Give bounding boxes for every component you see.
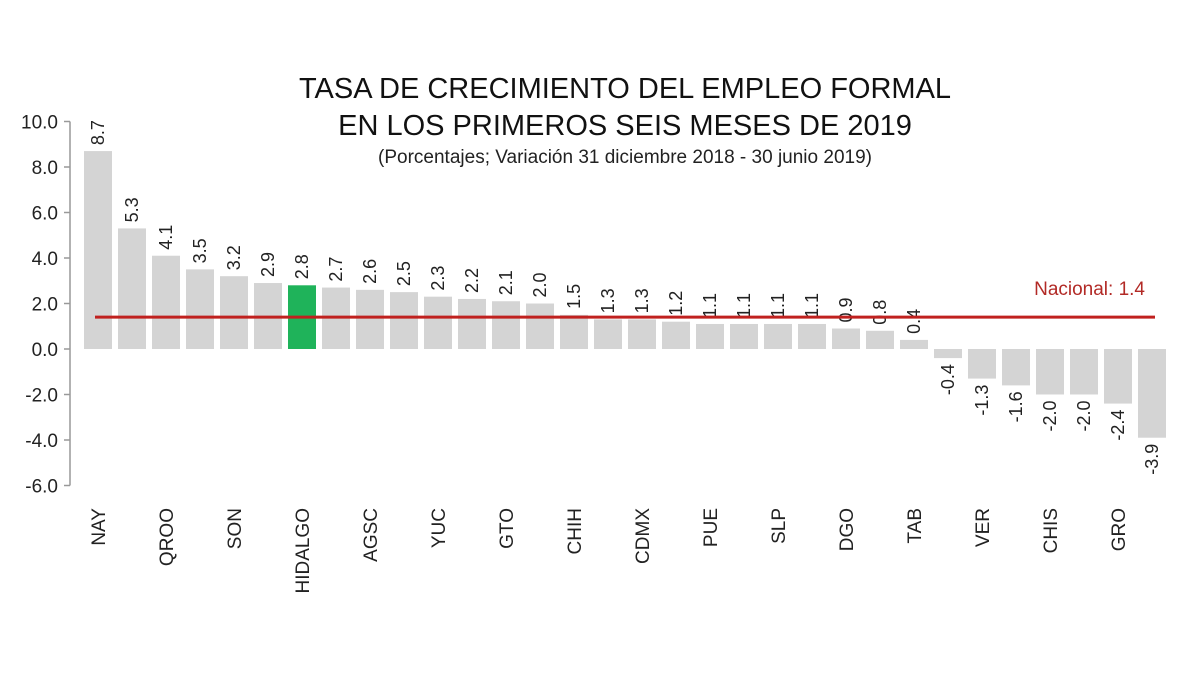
value-label: -2.4 bbox=[1108, 410, 1128, 441]
value-label: 0.4 bbox=[904, 309, 924, 334]
value-label: -2.0 bbox=[1040, 401, 1060, 432]
bar bbox=[730, 323, 758, 349]
value-label: 2.5 bbox=[394, 261, 414, 286]
bar bbox=[1036, 349, 1064, 395]
national-reference-label: Nacional: 1.4 bbox=[1034, 279, 1145, 300]
value-labels: 8.7 5.3 4.1 3.5 3.2 2.9 2.8 2.7 2.6 2.5 2.3 2.2 2.1 2… bbox=[88, 120, 1162, 475]
value-label: 2.0 bbox=[530, 272, 550, 297]
bar bbox=[526, 303, 554, 349]
y-tick-label: 0.0 bbox=[32, 340, 58, 361]
bar bbox=[594, 319, 622, 349]
y-tick-label: -4.0 bbox=[25, 431, 58, 452]
y-tick-label: 4.0 bbox=[32, 249, 58, 270]
bar bbox=[696, 323, 724, 349]
bar bbox=[798, 323, 826, 349]
category-label: GRO bbox=[1109, 508, 1130, 551]
value-label: 5.3 bbox=[122, 197, 142, 222]
category-label: AGSC bbox=[361, 508, 382, 562]
bar bbox=[934, 349, 962, 359]
category-label: HIDALGO bbox=[293, 508, 314, 594]
value-label: 2.2 bbox=[462, 268, 482, 293]
bar bbox=[662, 321, 690, 349]
y-tick-label: 8.0 bbox=[32, 158, 58, 179]
bar bbox=[1138, 349, 1166, 438]
bar bbox=[424, 296, 452, 349]
value-label: -3.9 bbox=[1142, 444, 1162, 475]
value-label: -1.6 bbox=[1006, 391, 1026, 422]
bar bbox=[1070, 349, 1098, 395]
value-label: 2.6 bbox=[360, 259, 380, 284]
category-label: SON bbox=[225, 508, 246, 549]
category-label: YUC bbox=[429, 508, 450, 548]
bar bbox=[186, 269, 214, 349]
value-label: -0.4 bbox=[938, 364, 958, 395]
category-label: GTO bbox=[497, 508, 518, 549]
category-labels: NAY QROO SON HIDALGO AGSC YUC GTO CHIH CDMX PUE SL… bbox=[89, 508, 1130, 594]
category-label: VER bbox=[973, 508, 994, 547]
value-label: 3.2 bbox=[224, 245, 244, 270]
y-tick-label: 6.0 bbox=[32, 204, 58, 225]
category-label: CDMX bbox=[633, 508, 654, 564]
bar bbox=[458, 298, 486, 349]
bar bbox=[356, 289, 384, 349]
chart-title-line-2: EN LOS PRIMEROS SEIS MESES DE 2019 bbox=[338, 110, 912, 142]
category-label: SLP bbox=[769, 508, 790, 544]
bar bbox=[900, 339, 928, 349]
value-label: -1.3 bbox=[972, 385, 992, 416]
bar bbox=[628, 319, 656, 349]
value-label: 0.9 bbox=[836, 297, 856, 322]
bar bbox=[1104, 349, 1132, 404]
value-label: 2.8 bbox=[292, 254, 312, 279]
bar bbox=[968, 349, 996, 379]
bar bbox=[764, 323, 792, 349]
value-label: 1.2 bbox=[666, 291, 686, 316]
chart-title-line-1: TASA DE CRECIMIENTO DEL EMPLEO FORMAL bbox=[299, 73, 951, 105]
value-label: -2.0 bbox=[1074, 401, 1094, 432]
y-tick-label: 10.0 bbox=[21, 113, 58, 134]
value-label: 1.1 bbox=[734, 293, 754, 318]
y-tick-label: -2.0 bbox=[25, 386, 58, 407]
chart-subtitle: (Porcentajes; Variación 31 diciembre 201… bbox=[378, 147, 872, 168]
bar bbox=[220, 276, 248, 349]
bar bbox=[390, 292, 418, 349]
value-label: 1.1 bbox=[768, 293, 788, 318]
value-label: 1.5 bbox=[564, 284, 584, 309]
bar bbox=[118, 228, 146, 349]
bar bbox=[560, 314, 588, 349]
value-label: 0.8 bbox=[870, 300, 890, 325]
bar bbox=[84, 151, 112, 349]
bar bbox=[832, 328, 860, 349]
category-label: CHIS bbox=[1041, 508, 1062, 553]
category-label: NAY bbox=[89, 508, 110, 546]
value-label: 1.3 bbox=[598, 288, 618, 313]
category-label: CHIH bbox=[565, 508, 586, 554]
category-label: TAB bbox=[905, 508, 926, 544]
y-axis: 10.0 8.0 6.0 4.0 2.0 0.0 -2.0 -4.0 -6.0 bbox=[21, 113, 71, 498]
bar bbox=[492, 301, 520, 349]
category-label: QROO bbox=[157, 508, 178, 566]
value-label: 1.3 bbox=[632, 288, 652, 313]
value-label: 8.7 bbox=[88, 120, 108, 145]
bar bbox=[1002, 349, 1030, 386]
value-label: 3.5 bbox=[190, 238, 210, 263]
value-label: 4.1 bbox=[156, 225, 176, 250]
category-label: DGO bbox=[837, 508, 858, 551]
bars bbox=[84, 151, 1166, 438]
value-label: 2.9 bbox=[258, 252, 278, 277]
value-label: 1.1 bbox=[700, 293, 720, 318]
value-label: 2.7 bbox=[326, 257, 346, 282]
y-tick-label: 2.0 bbox=[32, 295, 58, 316]
bar bbox=[152, 255, 180, 349]
value-label: 2.1 bbox=[496, 270, 516, 295]
bar bbox=[866, 330, 894, 349]
value-label: 1.1 bbox=[802, 293, 822, 318]
y-tick-label: -6.0 bbox=[25, 477, 58, 498]
category-label: PUE bbox=[701, 508, 722, 547]
value-label: 2.3 bbox=[428, 266, 448, 291]
